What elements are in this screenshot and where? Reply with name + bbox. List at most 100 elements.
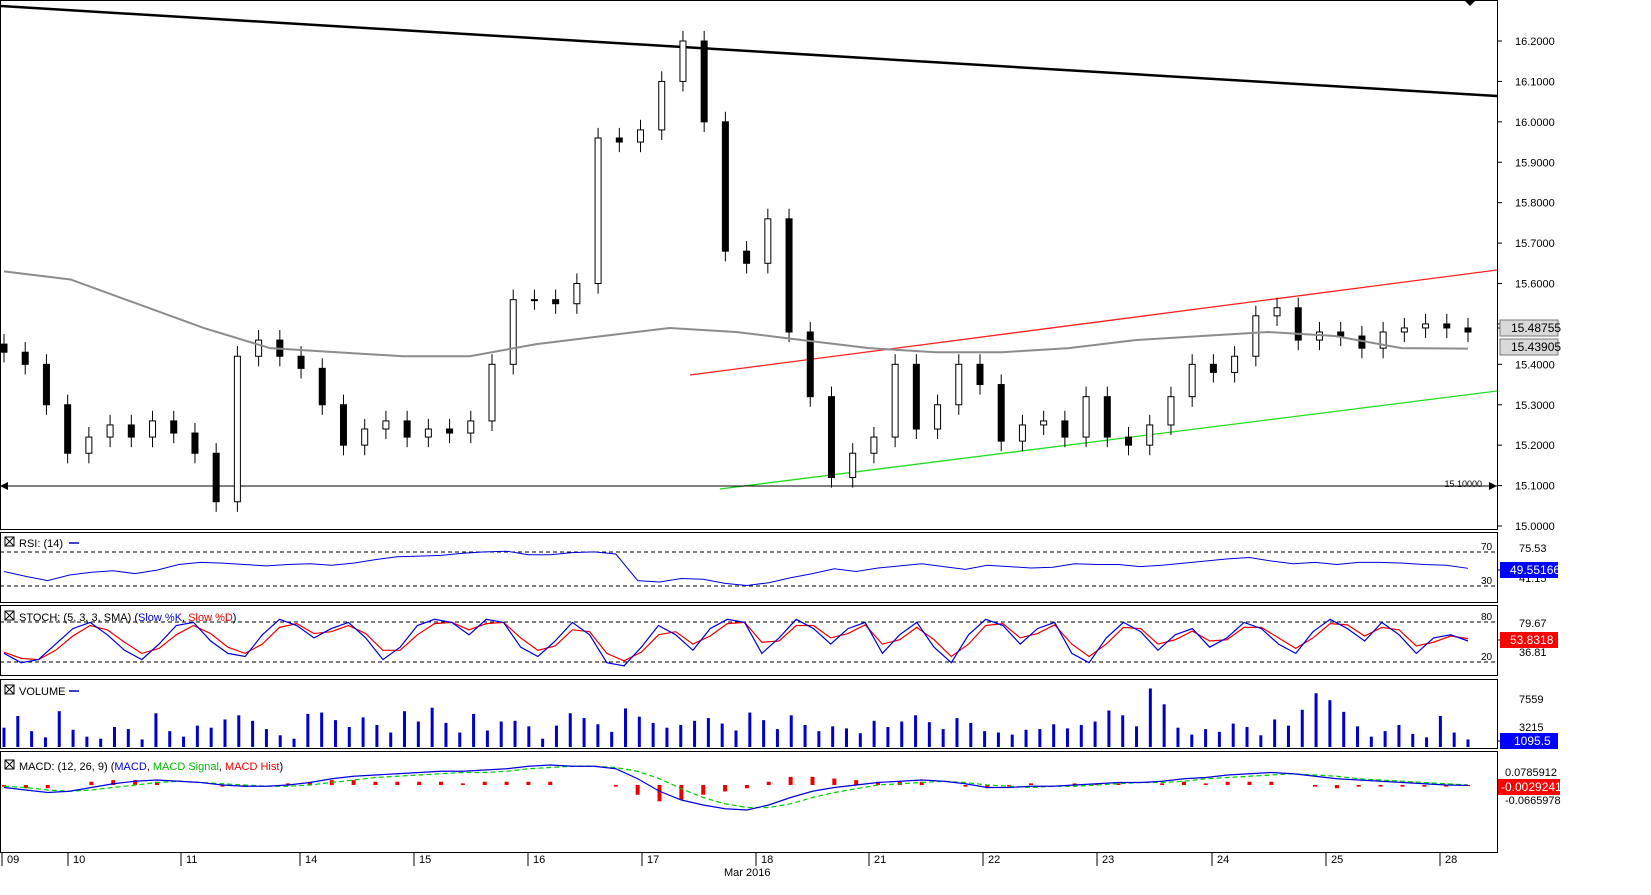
volume-bar <box>900 721 904 747</box>
volume-bar <box>126 729 130 747</box>
candle <box>1294 297 1302 351</box>
macd-hist-bar <box>963 785 968 787</box>
macd-hist-bar <box>482 781 487 785</box>
volume-bar <box>1397 724 1401 747</box>
candle-body-down <box>318 367 326 406</box>
candle-body-down <box>170 420 178 434</box>
candle-body-up <box>509 299 517 365</box>
scroll-marker-icon[interactable] <box>1464 0 1476 6</box>
macd-hist-bar <box>1225 781 1230 785</box>
candle <box>149 410 157 448</box>
volume-bars <box>2 688 1470 747</box>
volume-bar <box>817 731 821 747</box>
volume-bar <box>914 715 918 747</box>
volume-bar <box>320 712 324 747</box>
macd-close-x-icon <box>4 759 15 770</box>
candle <box>870 426 878 464</box>
price-tick-label: 15.2000 <box>1515 440 1555 452</box>
volume-bar <box>485 730 489 747</box>
time-tick-label: 18 <box>761 854 773 866</box>
candle <box>530 289 538 310</box>
volume-last-value: 1095.5 <box>1514 734 1551 748</box>
candle <box>594 127 602 294</box>
candle-body-down <box>1464 327 1472 333</box>
time-tick-label: 09 <box>7 854 19 866</box>
candle-body-up <box>955 363 963 406</box>
volume-tick-high: 7559 <box>1519 694 1543 706</box>
volume-bar <box>1024 729 1028 747</box>
price-tick-label: 15.9000 <box>1515 157 1555 169</box>
macd-hist-bar <box>1181 781 1186 785</box>
candle-body-down <box>721 121 729 252</box>
candle <box>85 426 93 464</box>
candle-body-down <box>785 218 793 333</box>
volume-bar <box>85 736 89 747</box>
candle-body-up <box>594 137 602 284</box>
candle <box>191 422 199 464</box>
volume-bar <box>1466 739 1470 747</box>
candle-body-down <box>1061 420 1069 438</box>
candle-body-up <box>233 355 241 503</box>
macd-hist-bar <box>1466 785 1470 786</box>
candle <box>785 208 793 343</box>
volume-bar <box>927 722 931 747</box>
volume-bar <box>803 724 807 747</box>
candle-body-down <box>1103 396 1111 438</box>
candle <box>361 418 369 456</box>
volume-bar <box>831 726 835 747</box>
candle <box>891 354 899 448</box>
volume-bar <box>1425 737 1429 747</box>
macd-histogram <box>2 776 1470 802</box>
volume-bar <box>2 727 6 747</box>
macd-signal-line <box>3 765 1469 809</box>
ma-value: 15.43905 <box>1511 340 1561 354</box>
macd-hist-bar <box>1072 783 1077 785</box>
candle-body-down <box>1209 363 1217 373</box>
volume-bar <box>1342 711 1346 747</box>
macd-hist-bar <box>417 781 422 785</box>
volume-bar <box>1162 704 1166 747</box>
volume-bar <box>1328 700 1332 747</box>
volume-panel: VOLUME 7559 3215 1095.5 <box>0 679 1558 749</box>
candle <box>615 127 623 153</box>
candle <box>1082 386 1090 448</box>
volume-bar <box>527 726 531 747</box>
rsi-panel-frame <box>0 532 1498 603</box>
volume-bar <box>582 718 586 747</box>
volume-bar <box>1259 735 1263 747</box>
time-tick-label: 11 <box>186 854 197 866</box>
candle-body-up <box>679 40 687 82</box>
candle-body-down <box>700 40 708 123</box>
stoch-value-tag <box>1500 632 1558 648</box>
candle <box>552 289 560 314</box>
candle-body-up <box>1252 315 1260 357</box>
volume-bar <box>306 713 310 747</box>
candle-body-up <box>764 218 772 264</box>
price-tick-label: 15.8000 <box>1515 198 1555 210</box>
stoch-last-value: 53.8318 <box>1510 633 1554 647</box>
macd-hist-bar <box>2 785 6 787</box>
volume-bar <box>706 718 710 747</box>
candle <box>382 410 390 440</box>
ma-value-tag: 15.43905 <box>1499 338 1561 356</box>
volume-bar <box>955 718 959 747</box>
candle-body-down <box>64 404 72 454</box>
price-tick-label: 15.7000 <box>1515 238 1555 250</box>
moving-average-line <box>3 270 1469 358</box>
macd-hist-bar <box>45 785 50 789</box>
price-panel: 16.2000 16.1000 16.0000 15.9000 15.8000 15.70… <box>0 0 1561 533</box>
macd-hist-bar <box>1028 783 1033 785</box>
candle-body-up <box>467 420 475 434</box>
stoch-d-name: Slow %D <box>188 612 233 624</box>
macd-hist-bar <box>373 781 378 785</box>
volume-bar <box>941 729 945 747</box>
candle <box>1209 354 1217 383</box>
candle-body-up <box>637 129 645 143</box>
candle-body-up <box>891 363 899 438</box>
last-price-tag: 15.48755 <box>1497 319 1561 337</box>
volume-bar <box>333 720 337 747</box>
volume-close-x-icon <box>4 684 15 695</box>
candle <box>1125 426 1133 456</box>
volume-bar <box>1411 733 1415 747</box>
rsi-top-tick: 75.53 <box>1519 543 1547 555</box>
